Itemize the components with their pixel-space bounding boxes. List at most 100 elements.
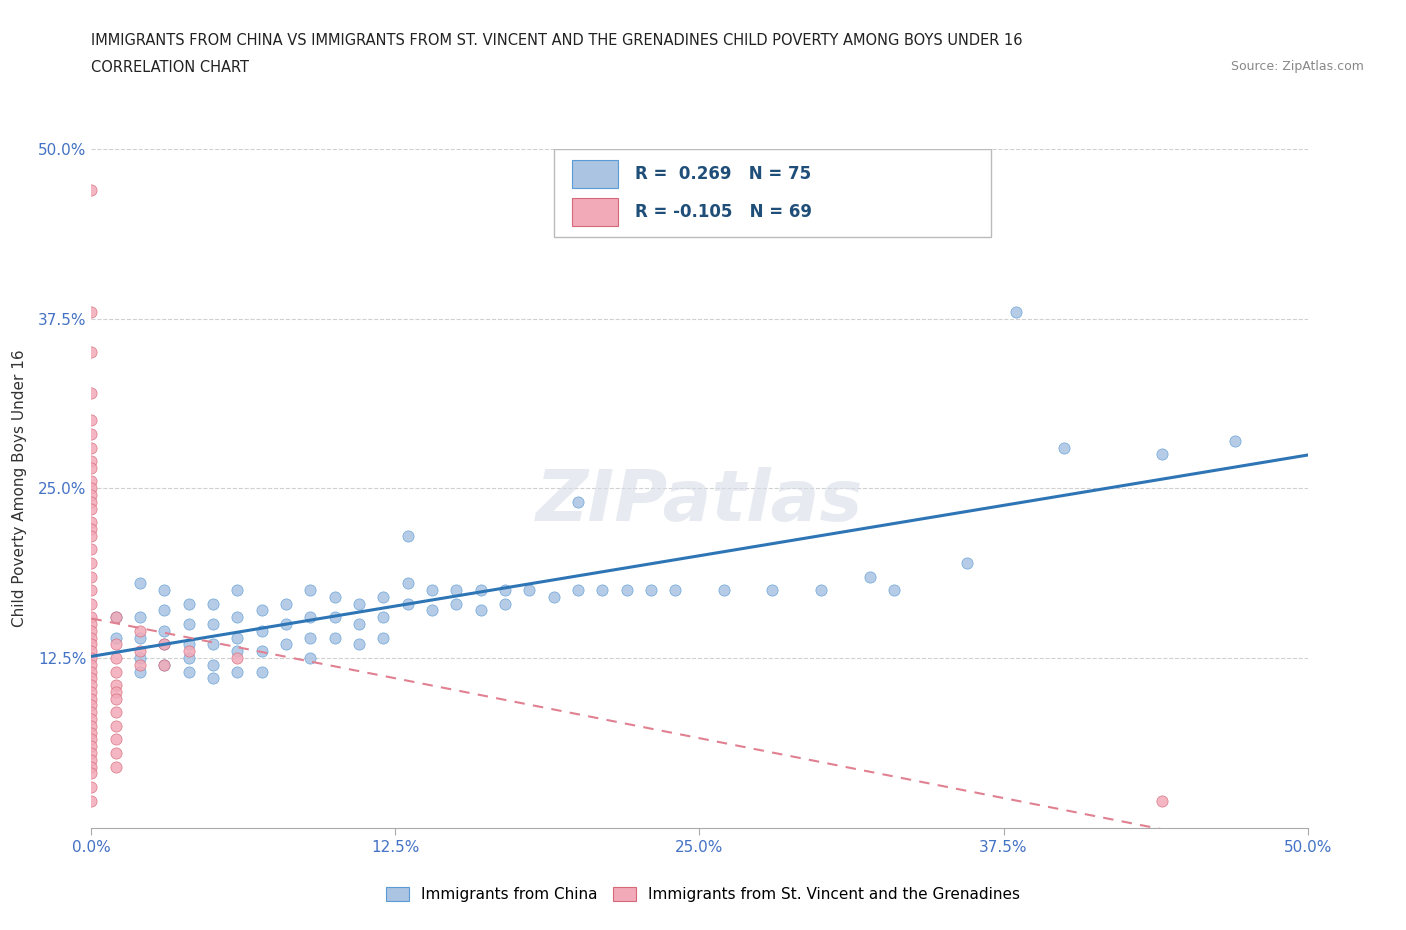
Point [202,637,225,652]
Point [250,644,273,658]
Point [104,610,127,625]
Y-axis label: Child Poverty Among Boys Under 16: Child Poverty Among Boys Under 16 [11,350,27,627]
Point [80,569,103,584]
Point [129,610,152,625]
Point [80,596,103,611]
Point [153,637,176,652]
Text: ZIPatlas: ZIPatlas [536,468,863,537]
Point [299,651,322,666]
Point [80,671,103,685]
Point [80,664,103,679]
Point [129,658,152,672]
Point [761,582,783,598]
Point [80,631,103,645]
Text: R = -0.105   N = 69: R = -0.105 N = 69 [636,203,813,221]
Text: CORRELATION CHART: CORRELATION CHART [91,60,249,75]
Point [104,631,127,645]
Point [202,617,225,631]
Point [396,528,419,543]
Text: Source: ZipAtlas.com: Source: ZipAtlas.com [1230,60,1364,73]
Point [299,610,322,625]
Point [1150,793,1173,808]
Point [80,738,103,753]
Point [177,644,200,658]
Point [202,671,225,685]
Point [104,678,127,693]
Point [444,596,467,611]
Point [226,582,249,598]
Point [616,582,638,598]
Point [323,631,346,645]
Point [80,658,103,672]
Point [80,495,103,510]
Point [1223,433,1246,448]
Point [80,515,103,530]
FancyBboxPatch shape [554,149,991,237]
Point [420,582,443,598]
Point [396,576,419,591]
Point [202,658,225,672]
Point [347,617,370,631]
Point [129,664,152,679]
Point [104,691,127,706]
Point [323,610,346,625]
Point [567,582,589,598]
Point [859,569,882,584]
Point [153,603,176,618]
Point [177,617,200,631]
Point [1053,440,1076,455]
Point [80,752,103,767]
Point [129,644,152,658]
Point [104,651,127,666]
Point [883,582,905,598]
Point [80,501,103,516]
Point [129,576,152,591]
Point [202,596,225,611]
Point [153,658,176,672]
Point [1150,446,1173,461]
Point [250,623,273,638]
Point [274,617,297,631]
Point [80,779,103,794]
Point [104,732,127,747]
Point [299,582,322,598]
Point [80,698,103,713]
Point [104,705,127,720]
Point [104,684,127,699]
Point [420,603,443,618]
Point [80,304,103,319]
Point [80,522,103,537]
Point [494,582,516,598]
Point [494,596,516,611]
Point [153,658,176,672]
Point [80,705,103,720]
Point [517,582,540,598]
Point [80,440,103,455]
Point [80,793,103,808]
Point [567,495,589,510]
Point [104,637,127,652]
Point [250,664,273,679]
Point [80,481,103,496]
Point [226,664,249,679]
Point [80,610,103,625]
Point [80,651,103,666]
Point [713,582,735,598]
Point [80,766,103,781]
Point [250,603,273,618]
Bar [572,160,619,188]
Point [80,644,103,658]
Point [543,590,565,604]
Point [226,631,249,645]
Point [80,528,103,543]
Point [104,664,127,679]
Point [104,610,127,625]
Point [347,596,370,611]
Point [396,596,419,611]
Point [373,631,395,645]
Point [129,651,152,666]
Point [347,637,370,652]
Point [226,644,249,658]
Point [104,746,127,761]
Point [226,651,249,666]
